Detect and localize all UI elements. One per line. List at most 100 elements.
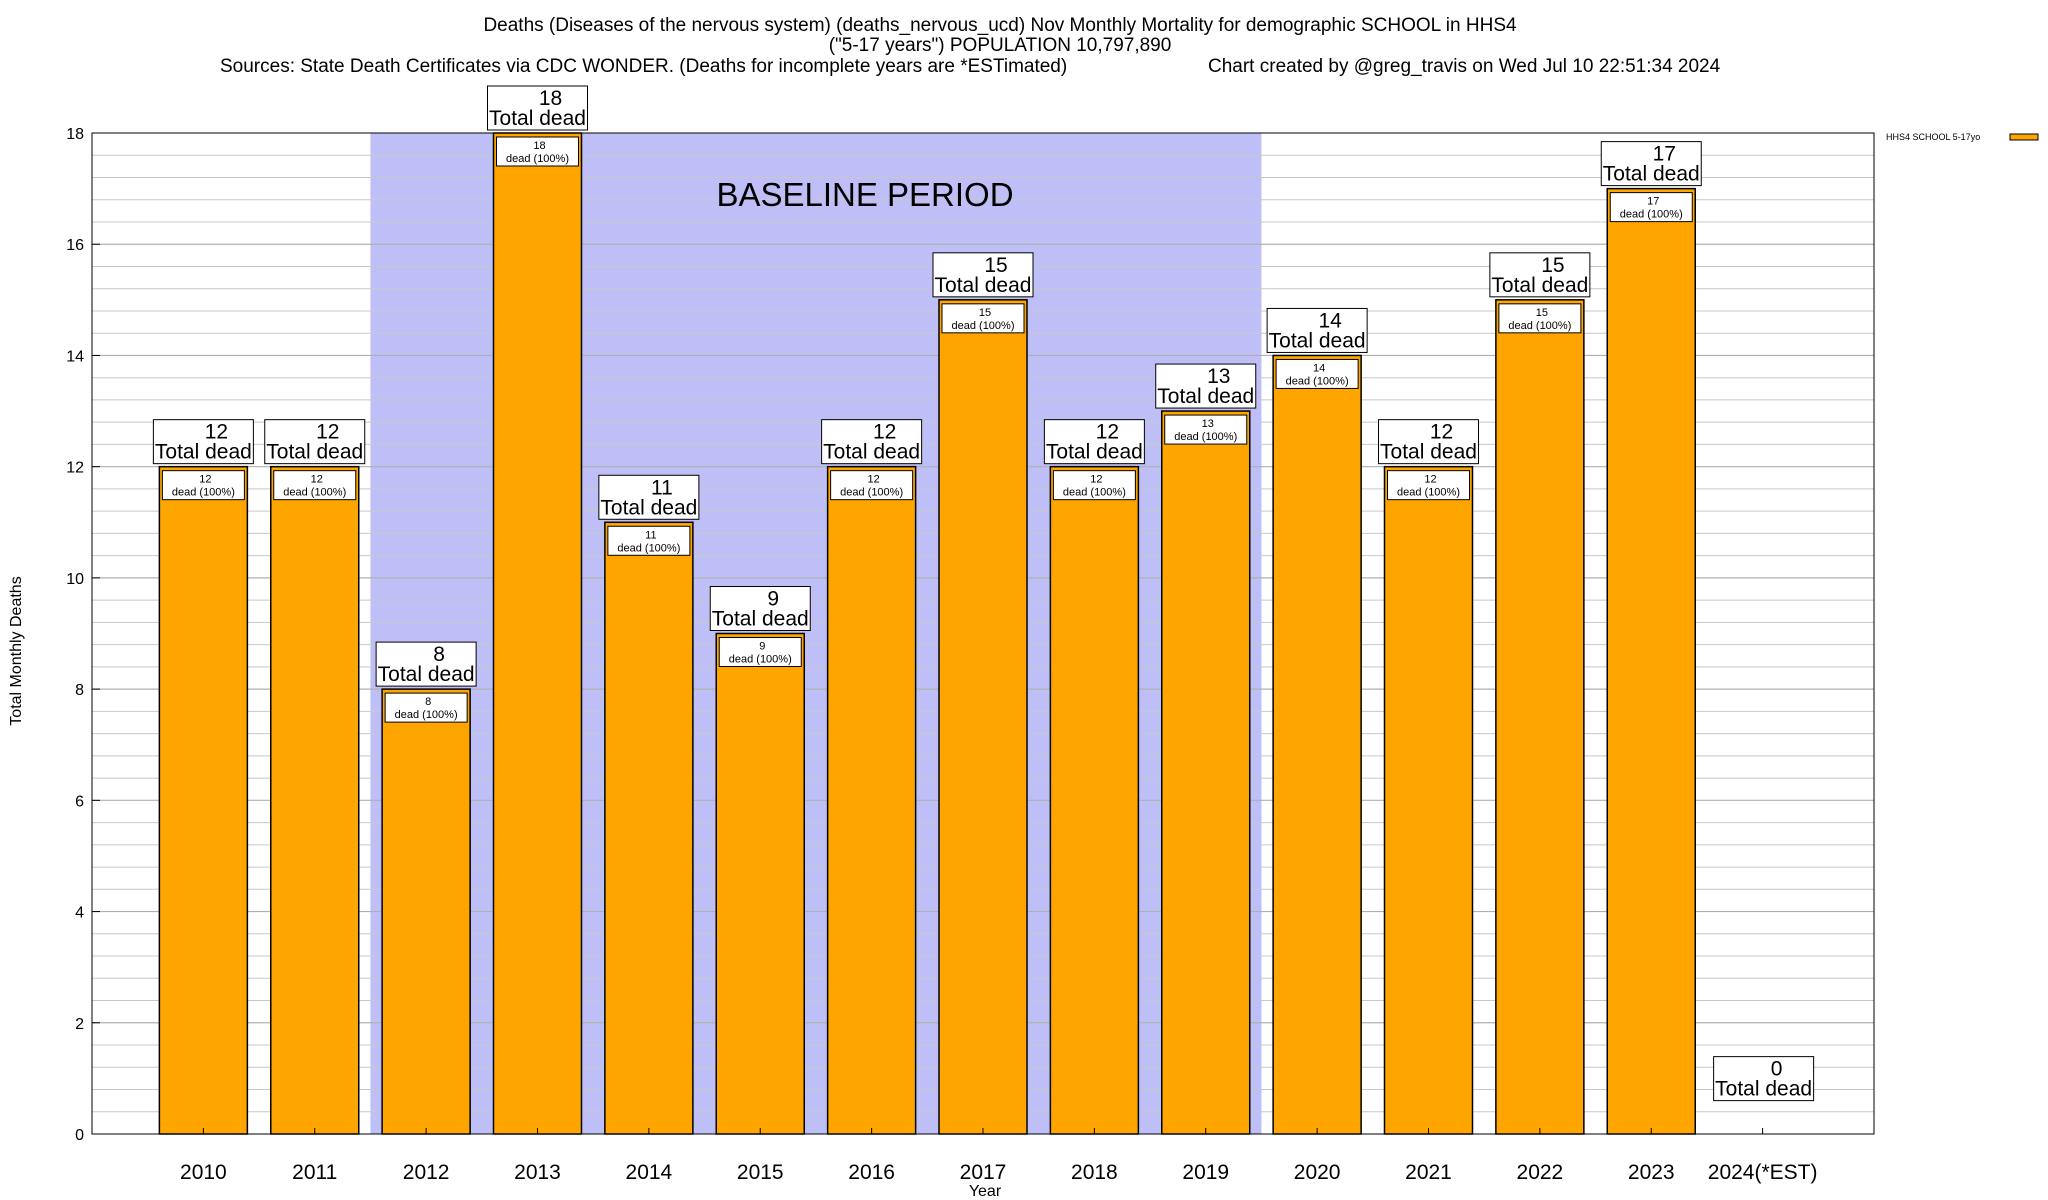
total-label-text: Total dead [1380, 441, 1477, 464]
y-axis-label: Total Monthly Deaths [8, 576, 25, 725]
total-label-box [1713, 1056, 1815, 1102]
inner-label-text: dead (100%) [952, 320, 1015, 332]
inner-label-value: 14 [1313, 362, 1325, 374]
chart-title-line-2: ("5-17 years") POPULATION 10,797,890 [829, 35, 1172, 56]
total-label-value: 12 [1430, 421, 1453, 444]
total-label-text: Total dead [823, 441, 920, 464]
y-tick-label: 4 [75, 905, 84, 922]
total-label-box [1489, 252, 1591, 298]
inner-label-value: 17 [1647, 196, 1659, 208]
total-label-value: 17 [1653, 143, 1676, 166]
inner-label-box [1275, 358, 1359, 389]
inner-label-text: dead (100%) [1620, 209, 1683, 221]
total-label-value: 13 [1207, 365, 1230, 388]
inner-label-text: dead (100%) [729, 654, 792, 666]
chart-sources: Sources: State Death Certificates via CD… [220, 56, 1067, 77]
x-tick-label: 2020 [1294, 1161, 1341, 1184]
inner-label-box [1164, 414, 1248, 445]
total-label-value: 12 [205, 421, 228, 444]
total-label-value: 12 [873, 421, 896, 444]
total-label-box [709, 586, 811, 631]
total-label-box [1600, 141, 1702, 187]
inner-label-text: dead (100%) [840, 487, 903, 499]
x-tick-label: 2024(*EST) [1708, 1161, 1818, 1184]
legend-label: HHS4 SCHOOL 5-17yo [1886, 132, 1980, 142]
total-label-box [932, 252, 1034, 298]
inner-label-box [830, 470, 914, 501]
x-tick-label: 2018 [1071, 1161, 1118, 1184]
inner-label-value: 12 [1424, 474, 1436, 486]
inner-label-value: 12 [868, 474, 880, 486]
total-label-value: 0 [1771, 1058, 1783, 1081]
inner-label-text: dead (100%) [1174, 431, 1237, 443]
bar [492, 132, 583, 1135]
bar [938, 299, 1028, 1135]
bar [1272, 354, 1362, 1135]
x-tick-label: 2013 [514, 1161, 561, 1184]
total-label-box [821, 419, 923, 465]
inner-label-box [384, 692, 468, 723]
total-label-box [598, 474, 700, 520]
inner-label-text: dead (100%) [617, 542, 680, 554]
inner-label-value: 12 [199, 474, 211, 486]
total-label-value: 18 [539, 87, 562, 110]
inner-label-value: 15 [979, 307, 991, 319]
x-tick-label: 2015 [737, 1161, 784, 1184]
inner-label-text: dead (100%) [395, 709, 458, 721]
total-label-box [264, 419, 366, 465]
y-tick-label: 0 [75, 1127, 84, 1144]
bar [826, 465, 917, 1135]
bar [381, 688, 471, 1135]
inner-label-box [496, 136, 579, 167]
total-label-value: 12 [1096, 421, 1119, 444]
inner-label-text: dead (100%) [1397, 487, 1460, 499]
inner-label-box [161, 470, 245, 501]
total-label-text: Total dead [266, 441, 363, 464]
total-label-box [152, 419, 254, 465]
total-label-box [1266, 307, 1368, 353]
inner-label-box [1052, 470, 1136, 501]
baseline-period-label: BASELINE PERIOD [716, 176, 1013, 213]
inner-label-text: dead (100%) [506, 153, 569, 165]
total-label-text: Total dead [378, 663, 475, 686]
chart-title-line-1: Deaths (Diseases of the nervous system) … [483, 15, 1517, 36]
y-tick-label: 14 [66, 348, 84, 365]
x-tick-label: 2021 [1405, 1161, 1452, 1184]
x-tick-label: 2023 [1628, 1161, 1675, 1184]
total-label-text: Total dead [1046, 441, 1143, 464]
total-label-text: Total dead [1157, 385, 1254, 408]
y-tick-label: 10 [66, 571, 84, 588]
inner-label-box [718, 637, 802, 667]
inner-label-text: dead (100%) [1063, 487, 1126, 499]
total-label-text: Total dead [935, 274, 1032, 297]
inner-label-box [941, 303, 1025, 334]
inner-label-box [1387, 470, 1470, 501]
inner-label-text: dead (100%) [1286, 375, 1349, 387]
total-label-box [375, 641, 477, 687]
bar [1606, 187, 1696, 1135]
y-tick-label: 16 [66, 237, 84, 254]
inner-label-box [607, 525, 691, 556]
total-label-text: Total dead [489, 107, 586, 130]
inner-label-value: 15 [1536, 307, 1548, 319]
x-tick-label: 2019 [1182, 1161, 1229, 1184]
total-label-text: Total dead [712, 608, 809, 631]
bar [270, 465, 360, 1135]
inner-label-value: 11 [645, 529, 656, 541]
inner-label-text: dead (100%) [283, 487, 346, 499]
inner-label-box [1498, 303, 1582, 334]
total-label-box [487, 85, 588, 131]
x-tick-label: 2014 [626, 1161, 673, 1184]
total-label-value: 15 [984, 254, 1007, 277]
y-tick-label: 2 [75, 1016, 84, 1033]
x-tick-label: 2022 [1517, 1161, 1564, 1184]
total-label-text: Total dead [1269, 329, 1366, 352]
y-tick-label: 6 [75, 793, 84, 810]
total-label-value: 15 [1541, 254, 1564, 277]
y-tick-label: 18 [66, 126, 84, 143]
total-label-box [1043, 419, 1145, 465]
x-tick-label: 2012 [403, 1161, 450, 1184]
x-axis-label: Year [969, 1183, 1002, 1200]
legend-swatch [2009, 133, 2039, 141]
